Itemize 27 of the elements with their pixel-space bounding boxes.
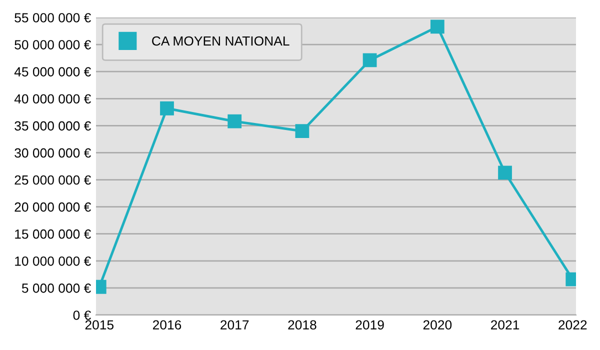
y-tick-label: 10 000 000 € — [15, 256, 91, 266]
y-tick-label: 30 000 000 € — [14, 148, 91, 158]
legend-label: CA MOYEN NATIONAL — [152, 36, 290, 46]
y-tick-label: 15 000 000 € — [15, 229, 91, 239]
point — [430, 20, 444, 34]
point — [362, 53, 377, 68]
x-tick-label: 2015 — [85, 320, 114, 330]
x-tick-label: 2018 — [288, 320, 316, 330]
y-tick-label: 35 000 000 € — [14, 121, 91, 131]
y-tick-label: 55 000 000 € — [14, 13, 91, 22]
point — [498, 166, 512, 180]
x-tick-label: 2022 — [558, 320, 587, 330]
point — [160, 101, 174, 116]
x-tick-label: 2017 — [220, 320, 249, 330]
x-tick-label: 2020 — [423, 320, 452, 330]
x-tick-label: 2021 — [491, 320, 520, 330]
y-tick-label: 20 000 000 € — [14, 202, 91, 212]
y-tick-label: 45 000 000 € — [14, 67, 91, 76]
y-tick-label: 0 € — [73, 310, 91, 320]
x-tick-label: 2016 — [152, 320, 182, 330]
y-tick-label: 40 000 000 € — [14, 94, 91, 104]
y-tick-label: 5 000 000 € — [22, 284, 91, 293]
y-tick-label: 50 000 000 € — [14, 40, 91, 50]
point — [295, 124, 310, 138]
point — [228, 114, 242, 128]
x-tick-label: 2019 — [356, 320, 384, 330]
y-tick-label: 25 000 000 € — [14, 175, 91, 185]
